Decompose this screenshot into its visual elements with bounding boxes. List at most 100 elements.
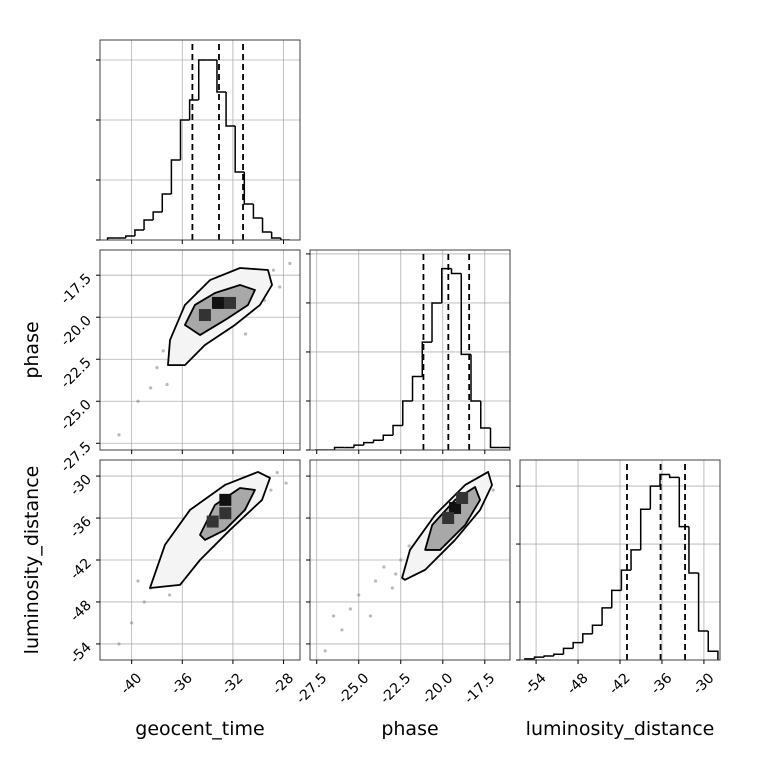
y-tick-label: -25.0 bbox=[58, 397, 95, 434]
histogram-step bbox=[707, 631, 719, 660]
histogram-step bbox=[688, 526, 699, 574]
histogram-step bbox=[533, 656, 545, 659]
panel: -54 -48 -42 -36 -30 luminosity_distance bbox=[516, 459, 721, 740]
density-cell bbox=[211, 296, 224, 309]
histogram-step bbox=[562, 647, 574, 655]
sample-point bbox=[394, 572, 398, 576]
histogram-step bbox=[179, 119, 190, 160]
histogram-step bbox=[197, 59, 208, 100]
histogram-step bbox=[270, 232, 281, 239]
histogram-step bbox=[252, 204, 263, 219]
sample-point bbox=[271, 268, 276, 272]
sample-point bbox=[348, 607, 352, 611]
histogram-step bbox=[225, 92, 236, 127]
histogram-step bbox=[431, 302, 442, 343]
histogram-step bbox=[572, 641, 583, 649]
x-tick-label: -17.5 bbox=[461, 670, 498, 707]
plot-area bbox=[315, 250, 510, 450]
plot-area bbox=[323, 471, 495, 653]
density-contour bbox=[184, 284, 256, 336]
histogram-step bbox=[649, 485, 660, 510]
x-axis-label: phase bbox=[381, 718, 438, 740]
plot-area bbox=[117, 261, 292, 437]
x-tick-label: -27.5 bbox=[293, 670, 330, 707]
histogram-step bbox=[234, 126, 245, 173]
sample-point bbox=[284, 481, 288, 485]
x-tick-label: -36 bbox=[648, 670, 676, 698]
sample-point bbox=[117, 433, 121, 437]
x-axis-label: luminosity_distance bbox=[526, 718, 715, 740]
histogram-step bbox=[591, 624, 603, 634]
plot-area bbox=[524, 460, 719, 660]
density-cell bbox=[224, 296, 236, 309]
histogram-step bbox=[450, 268, 462, 275]
histogram-step bbox=[678, 477, 689, 528]
histogram-step bbox=[280, 238, 290, 240]
histogram-step bbox=[480, 400, 491, 429]
y-tick-label: -20.0 bbox=[58, 313, 95, 350]
y-tick-label: -27.5 bbox=[58, 439, 95, 476]
x-axis-label: geocent_time bbox=[135, 718, 264, 740]
x-tick-label: -40 bbox=[118, 670, 145, 697]
histogram-step bbox=[582, 633, 593, 643]
histogram-step bbox=[170, 159, 181, 194]
histogram-step bbox=[216, 60, 227, 93]
histogram-step bbox=[402, 400, 413, 426]
histogram-step bbox=[261, 218, 272, 233]
histogram-step bbox=[697, 573, 709, 632]
x-tick-label: -20.0 bbox=[419, 670, 456, 707]
y-tick-label: -42 bbox=[67, 556, 94, 583]
histogram-step bbox=[152, 211, 163, 220]
plot-area bbox=[117, 470, 288, 646]
sample-point bbox=[340, 628, 344, 632]
sample-point bbox=[390, 586, 394, 590]
histogram-step bbox=[639, 508, 651, 550]
sample-point bbox=[168, 593, 172, 597]
histogram-step bbox=[243, 172, 254, 205]
y-tick-label: -54 bbox=[67, 639, 95, 667]
density-cell bbox=[206, 515, 219, 528]
histogram-step bbox=[470, 354, 481, 402]
panel-frame bbox=[99, 39, 301, 241]
x-tick-label: -28 bbox=[270, 670, 297, 697]
histogram-step bbox=[630, 549, 641, 571]
panel bbox=[96, 39, 301, 244]
x-tick-label: -48 bbox=[564, 670, 591, 697]
x-tick-label: -30 bbox=[690, 670, 717, 697]
sample-point bbox=[142, 600, 146, 604]
histogram-step bbox=[125, 235, 135, 238]
sample-point bbox=[117, 642, 121, 646]
histogram-step bbox=[610, 589, 622, 608]
x-tick-label: -25.0 bbox=[335, 670, 372, 707]
x-tick-label: -22.5 bbox=[377, 670, 414, 707]
histogram-step bbox=[106, 237, 117, 240]
density-cell bbox=[198, 309, 211, 322]
sample-point bbox=[491, 488, 495, 492]
sample-point bbox=[373, 579, 378, 583]
x-tick-label: -32 bbox=[219, 670, 246, 697]
panel: -40 -36 -32 -28 -30 -36 -42 -48 -54 geocent_time l… bbox=[21, 459, 301, 740]
sample-point bbox=[407, 544, 411, 548]
panel: -17.5 -20.0 -22.5 -25.0 -27.5 phase bbox=[21, 249, 301, 476]
sample-point bbox=[368, 614, 373, 618]
sample-point bbox=[161, 349, 165, 353]
y-axis-label: luminosity_distance bbox=[21, 466, 43, 655]
plot-area bbox=[106, 40, 290, 240]
sample-point bbox=[149, 386, 153, 390]
histogram-step bbox=[668, 474, 680, 479]
histogram-step bbox=[500, 446, 510, 450]
sample-point bbox=[136, 399, 140, 403]
x-tick-label: -54 bbox=[522, 670, 550, 698]
histogram-step bbox=[134, 229, 145, 236]
histogram-step bbox=[372, 439, 384, 443]
density-cell bbox=[442, 511, 455, 524]
density-cell bbox=[219, 493, 232, 506]
histogram-step bbox=[188, 99, 199, 120]
histogram-step bbox=[143, 219, 154, 230]
density-cell bbox=[456, 491, 469, 504]
y-tick-label: -36 bbox=[67, 513, 95, 541]
histogram-step bbox=[421, 341, 433, 377]
sample-point bbox=[357, 593, 361, 597]
y-tick-label: -30 bbox=[67, 472, 94, 499]
y-tick-label: -22.5 bbox=[58, 355, 95, 392]
